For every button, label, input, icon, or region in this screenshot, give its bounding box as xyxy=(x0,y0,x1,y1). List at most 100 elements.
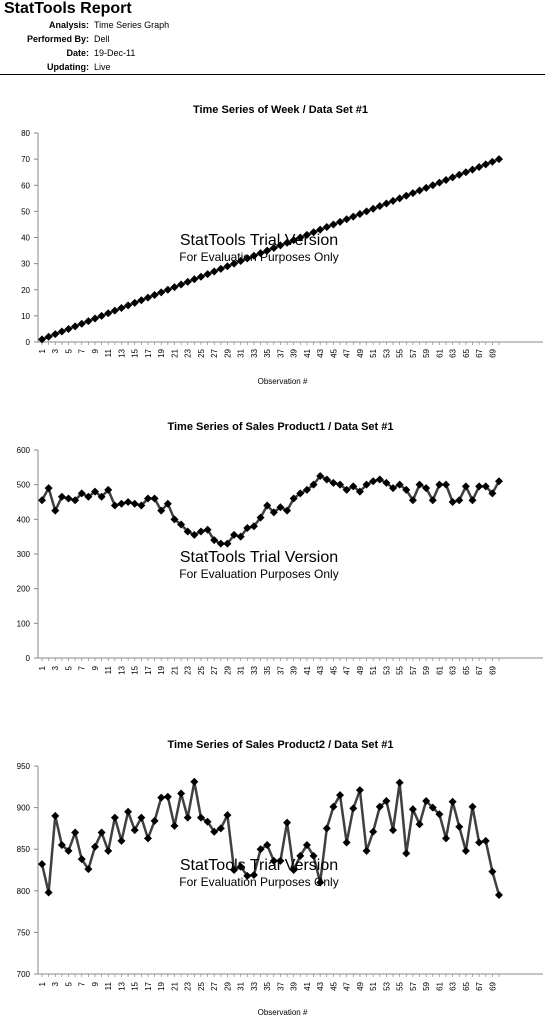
x-tick-label: 3 xyxy=(51,348,60,353)
data-point xyxy=(223,811,232,820)
data-point xyxy=(336,480,345,489)
data-point xyxy=(302,230,311,239)
y-tick-label: 50 xyxy=(21,207,30,216)
data-point xyxy=(104,309,113,318)
data-point xyxy=(349,482,358,491)
data-point xyxy=(230,259,239,268)
data-point xyxy=(183,527,192,536)
data-point xyxy=(177,789,186,798)
data-point xyxy=(110,306,119,315)
x-tick-label: 63 xyxy=(449,348,458,357)
x-tick-label: 15 xyxy=(131,665,140,674)
x-tick-label: 11 xyxy=(104,981,113,990)
data-point xyxy=(289,866,298,874)
x-tick-label: 17 xyxy=(144,348,153,357)
data-point xyxy=(408,189,417,198)
data-point xyxy=(488,867,497,876)
data-point xyxy=(269,856,278,865)
x-tick-label: 27 xyxy=(210,981,219,990)
data-point xyxy=(316,878,325,887)
x-tick-label: 43 xyxy=(316,665,325,674)
data-point xyxy=(51,330,60,339)
data-point xyxy=(428,181,437,190)
data-point xyxy=(90,487,99,496)
x-tick-label: 59 xyxy=(422,665,431,674)
data-point xyxy=(230,866,239,874)
data-point xyxy=(249,522,258,531)
y-tick-label: 70 xyxy=(21,155,30,164)
meta-value: Dell xyxy=(94,34,110,44)
data-point xyxy=(309,480,318,489)
data-point xyxy=(104,485,113,494)
data-point xyxy=(177,280,186,289)
y-tick-label: 800 xyxy=(17,887,31,896)
data-point xyxy=(495,155,503,164)
y-tick-label: 10 xyxy=(21,312,30,321)
data-point xyxy=(349,804,358,813)
x-tick-label: 29 xyxy=(223,348,232,357)
x-tick-label: 25 xyxy=(197,665,206,674)
meta-value: Live xyxy=(94,62,111,72)
chart-title: Time Series of Week / Data Set #1 xyxy=(193,104,368,116)
data-point xyxy=(44,332,53,341)
chart-sales-product1: Time Series of Sales Product1 / Data Set… xyxy=(17,421,543,675)
data-point xyxy=(402,485,411,494)
x-tick-label: 21 xyxy=(170,348,179,357)
x-tick-label: 53 xyxy=(382,665,391,674)
x-tick-label: 53 xyxy=(382,981,391,990)
data-point xyxy=(97,311,106,320)
data-point xyxy=(249,251,258,260)
x-tick-label: 5 xyxy=(64,665,73,670)
data-point xyxy=(481,836,490,845)
data-point xyxy=(243,254,252,263)
data-point xyxy=(448,498,457,506)
data-point xyxy=(342,215,351,224)
data-point xyxy=(84,317,93,326)
data-point xyxy=(455,822,464,831)
data-point xyxy=(124,498,133,506)
data-point xyxy=(336,217,345,226)
data-point xyxy=(143,293,152,302)
x-tick-label: 33 xyxy=(250,981,259,990)
data-point xyxy=(322,223,331,232)
data-point xyxy=(481,482,490,491)
data-point xyxy=(375,802,384,811)
data-point xyxy=(170,283,179,292)
data-point xyxy=(349,212,358,221)
x-tick-label: 65 xyxy=(462,665,471,674)
x-tick-label: 11 xyxy=(104,348,113,357)
data-point xyxy=(269,243,278,252)
data-point xyxy=(395,480,404,489)
y-tick-label: 850 xyxy=(17,845,31,854)
x-tick-label: 17 xyxy=(144,981,153,990)
data-point xyxy=(110,501,119,510)
data-point xyxy=(190,777,199,786)
data-point xyxy=(461,482,470,491)
report-title: StatTools Report xyxy=(4,0,132,17)
x-tick-label: 27 xyxy=(210,348,219,357)
x-tick-label: 31 xyxy=(237,665,246,674)
data-point xyxy=(336,791,345,800)
x-tick-label: 39 xyxy=(290,348,299,357)
x-tick-label: 5 xyxy=(64,348,73,353)
x-tick-label: 59 xyxy=(422,348,431,357)
data-point xyxy=(461,846,470,855)
data-point xyxy=(488,489,497,498)
data-point xyxy=(375,475,384,484)
data-point xyxy=(408,496,417,505)
x-tick-label: 59 xyxy=(422,981,431,990)
data-point xyxy=(322,475,331,484)
y-tick-label: 20 xyxy=(21,286,30,295)
y-tick-label: 200 xyxy=(17,585,31,594)
data-point xyxy=(296,851,305,860)
x-tick-label: 43 xyxy=(316,348,325,357)
data-point xyxy=(256,845,265,854)
chart-title: Time Series of Sales Product2 / Data Set… xyxy=(167,739,393,751)
data-point xyxy=(157,288,166,297)
data-point xyxy=(263,501,272,510)
data-point xyxy=(448,173,457,182)
series-line xyxy=(41,157,500,341)
data-point xyxy=(316,472,325,480)
data-point xyxy=(442,834,451,843)
x-tick-label: 9 xyxy=(91,348,100,353)
